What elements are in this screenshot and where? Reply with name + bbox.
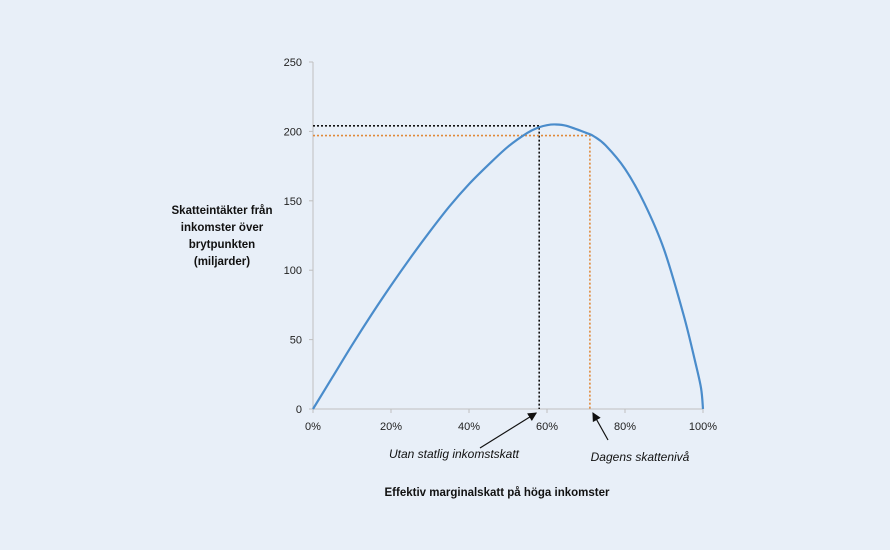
annotation-utan-statlig: Utan statlig inkomstskatt [389, 447, 520, 461]
y-tick-label: 50 [290, 335, 302, 347]
x-tick-label: 40% [458, 421, 480, 433]
annotation-dagens-skatteniva: Dagens skattenivå [591, 450, 690, 464]
y-tick-label: 150 [284, 196, 302, 208]
reference-line [313, 134, 591, 409]
laffer-curve-line [312, 123, 705, 410]
y-tick-label: 200 [284, 126, 302, 138]
x-tick-label: 20% [380, 421, 402, 433]
y-axis-label-line: inkomster över [181, 222, 264, 234]
y-axis-label-line: (miljarder) [194, 256, 250, 268]
x-tick-label: 60% [536, 421, 558, 433]
x-tick-label: 100% [689, 421, 717, 433]
y-axis-label-line: brytpunkten [189, 239, 255, 251]
y-tick-label: 250 [284, 57, 302, 69]
y-axis-label: Skatteintäkter från inkomster över brytp… [172, 205, 273, 268]
y-tick-label: 100 [284, 265, 302, 277]
annotation-arrow [592, 412, 609, 441]
x-tick-label: 0% [305, 421, 321, 433]
y-tick-label: 0 [296, 404, 302, 416]
plot-area: 0 50 100 150 200 250 0% 20% 40% 60% 80% 100% [284, 57, 717, 449]
x-axis-label: Effektiv marginalskatt på höga inkomster [385, 487, 610, 499]
reference-line [313, 125, 541, 409]
annotation-arrow [479, 412, 538, 449]
y-axis-label-line: Skatteintäkter från [172, 205, 273, 217]
x-tick-label: 80% [614, 421, 636, 433]
